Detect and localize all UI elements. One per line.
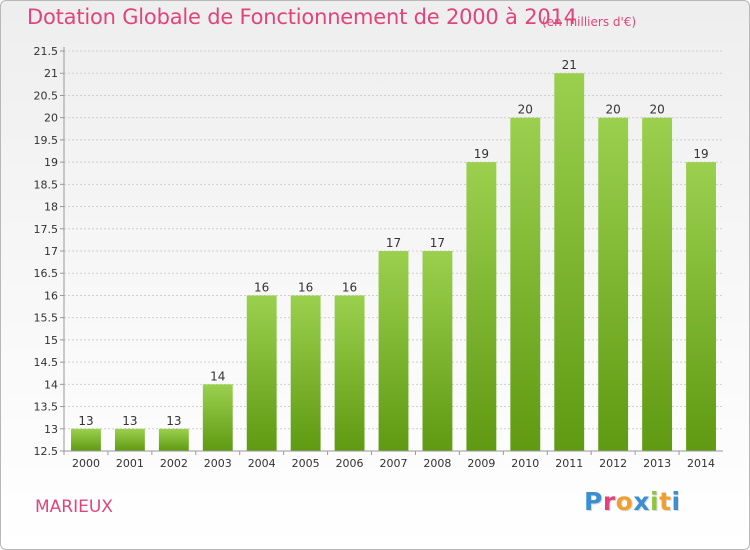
brand-letter: i	[650, 487, 660, 516]
y-tick-label: 18	[44, 201, 58, 214]
data-label: 13	[166, 414, 181, 428]
y-tick-label: 19	[44, 156, 58, 169]
y-tick-label: 20	[44, 112, 58, 125]
y-tick-label: 15	[44, 334, 58, 347]
x-tick-label: 2008	[423, 457, 451, 470]
bar	[202, 384, 233, 451]
brand-logo: Proxiti	[584, 487, 681, 516]
y-tick-label: 14	[44, 378, 58, 391]
labels: 12.5 13 13.5 14 14.5 15 15.5 16 16.5 17 17.5 18 18.5…	[34, 45, 716, 470]
data-label: 14	[210, 369, 225, 383]
bar	[554, 73, 585, 451]
y-tick-label: 12.5	[34, 445, 59, 458]
data-label: 20	[606, 103, 621, 117]
bar	[686, 162, 716, 451]
data-label: 17	[430, 236, 445, 250]
data-label: 19	[693, 147, 708, 161]
bar	[466, 162, 497, 451]
x-tick-label: 2001	[116, 457, 144, 470]
brand-letter: x	[633, 487, 650, 516]
x-tick-label: 2009	[467, 457, 495, 470]
data-label: 16	[298, 280, 313, 294]
x-tick-label: 2006	[336, 457, 364, 470]
x-tick-label: 2004	[248, 457, 276, 470]
y-tick-label: 21.5	[34, 45, 59, 58]
x-tick-label: 2007	[380, 457, 408, 470]
data-label: 13	[78, 414, 93, 428]
bar	[642, 117, 673, 452]
x-tick-label: 2013	[643, 457, 671, 470]
y-tick-label: 16	[44, 289, 58, 302]
bar	[158, 428, 189, 451]
bar	[71, 428, 101, 451]
bar	[246, 295, 277, 451]
x-tick-label: 2000	[72, 457, 100, 470]
data-label: 19	[474, 147, 489, 161]
y-tick-label: 15.5	[34, 312, 59, 325]
y-tick-label: 13	[44, 423, 58, 436]
bars	[71, 73, 716, 452]
data-label: 20	[649, 103, 664, 117]
bar	[290, 295, 321, 451]
bar	[334, 295, 365, 451]
y-tick-label: 17	[44, 245, 58, 258]
y-tick-label: 16.5	[34, 267, 59, 280]
bar	[378, 251, 409, 451]
y-tick-label: 18.5	[34, 178, 59, 191]
chart-subtitle: (en milliers d'€)	[542, 15, 637, 29]
x-tick-label: 2003	[204, 457, 232, 470]
x-tick-label: 2002	[160, 457, 188, 470]
data-label: 13	[122, 414, 137, 428]
data-label: 16	[342, 280, 357, 294]
y-tick-label: 21	[44, 67, 58, 80]
x-tick-label: 2011	[555, 457, 583, 470]
bar	[114, 428, 145, 451]
brand-letter: r	[602, 487, 616, 516]
brand-letter: t	[659, 487, 672, 516]
bar	[510, 117, 541, 452]
brand-letter: o	[615, 487, 634, 516]
brand-letter: P	[584, 487, 603, 516]
data-label: 17	[386, 236, 401, 250]
x-tick-label: 2010	[511, 457, 539, 470]
chart-title: Dotation Globale de Fonctionnement de 20…	[27, 5, 577, 29]
y-tick-label: 14.5	[34, 356, 59, 369]
x-tick-label: 2012	[599, 457, 627, 470]
y-tick-label: 17.5	[34, 223, 59, 236]
data-label: 21	[562, 58, 577, 72]
bar	[422, 251, 453, 451]
y-tick-label: 20.5	[34, 89, 59, 102]
x-tick-label: 2005	[292, 457, 320, 470]
commune-name: MARIEUX	[35, 497, 113, 517]
axes	[60, 47, 723, 455]
bar	[598, 117, 629, 452]
brand-letter: i	[671, 487, 681, 516]
x-tick-label: 2014	[687, 457, 715, 470]
data-label: 20	[518, 103, 533, 117]
data-label: 16	[254, 280, 269, 294]
y-tick-label: 19.5	[34, 134, 59, 147]
y-tick-label: 13.5	[34, 401, 59, 414]
